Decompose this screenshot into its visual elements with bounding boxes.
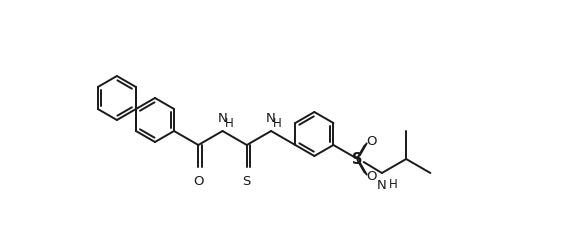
Text: H: H [273, 117, 282, 130]
Text: S: S [243, 175, 251, 188]
Text: N: N [377, 179, 387, 192]
Text: O: O [193, 175, 203, 188]
Text: H: H [225, 117, 233, 130]
Text: S: S [352, 151, 363, 166]
Text: N: N [266, 112, 276, 125]
Text: O: O [366, 135, 377, 148]
Text: O: O [366, 170, 377, 183]
Text: H: H [389, 178, 398, 191]
Text: N: N [217, 112, 228, 125]
